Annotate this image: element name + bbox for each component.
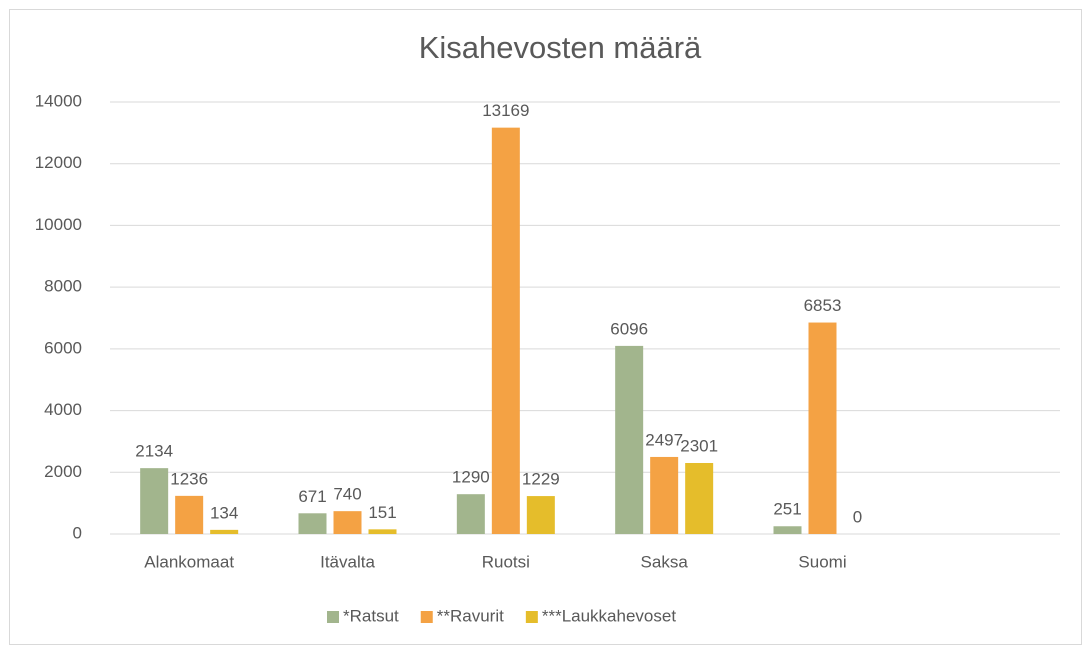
data-label: 13169 bbox=[482, 101, 529, 120]
bar bbox=[333, 511, 362, 534]
bar bbox=[298, 513, 327, 534]
data-label: 134 bbox=[210, 503, 238, 522]
x-tick-label: Saksa bbox=[641, 552, 689, 571]
y-tick-label: 4000 bbox=[44, 400, 82, 419]
legend-label: **Ravurit bbox=[437, 606, 504, 625]
x-tick-label: Ruotsi bbox=[482, 552, 530, 571]
bar bbox=[140, 468, 169, 534]
data-label: 1229 bbox=[522, 470, 560, 489]
data-label: 251 bbox=[773, 500, 801, 519]
bar bbox=[456, 494, 485, 534]
data-label: 1290 bbox=[452, 468, 490, 487]
chart-border bbox=[9, 9, 1082, 645]
x-tick-label: Suomi bbox=[798, 552, 846, 571]
data-label: 0 bbox=[853, 507, 862, 526]
legend-swatch bbox=[525, 611, 538, 623]
bar bbox=[526, 496, 555, 534]
chart-title: Kisahevosten määrä bbox=[419, 30, 702, 65]
data-label: 6853 bbox=[804, 296, 842, 315]
bar bbox=[808, 322, 837, 534]
bar bbox=[491, 127, 520, 535]
bar bbox=[210, 529, 239, 534]
y-tick-label: 14000 bbox=[35, 91, 82, 110]
x-tick-label: Alankomaat bbox=[144, 552, 234, 571]
bar bbox=[685, 462, 714, 534]
bar bbox=[650, 456, 679, 534]
bar bbox=[773, 526, 802, 534]
y-tick-label: 6000 bbox=[44, 338, 82, 357]
legend-label: ***Laukkahevoset bbox=[542, 606, 676, 625]
data-label: 6096 bbox=[610, 319, 648, 338]
data-label: 2134 bbox=[135, 442, 173, 461]
y-tick-label: 10000 bbox=[35, 215, 82, 234]
bar bbox=[368, 529, 397, 534]
legend-label: *Ratsut bbox=[343, 606, 399, 625]
data-label: 740 bbox=[333, 485, 361, 504]
x-tick-label: Itävalta bbox=[320, 552, 375, 571]
y-tick-label: 8000 bbox=[44, 277, 82, 296]
data-label: 2497 bbox=[645, 430, 683, 449]
y-tick-label: 2000 bbox=[44, 462, 82, 481]
legend-swatch bbox=[327, 611, 339, 623]
bar bbox=[615, 345, 644, 534]
data-label: 2301 bbox=[680, 436, 718, 455]
data-label: 1236 bbox=[170, 469, 208, 488]
bar bbox=[175, 495, 204, 534]
data-label: 151 bbox=[368, 503, 396, 522]
y-tick-label: 12000 bbox=[35, 153, 82, 172]
data-label: 671 bbox=[298, 487, 326, 506]
legend-swatch bbox=[420, 611, 433, 623]
y-tick-label: 0 bbox=[73, 523, 82, 542]
